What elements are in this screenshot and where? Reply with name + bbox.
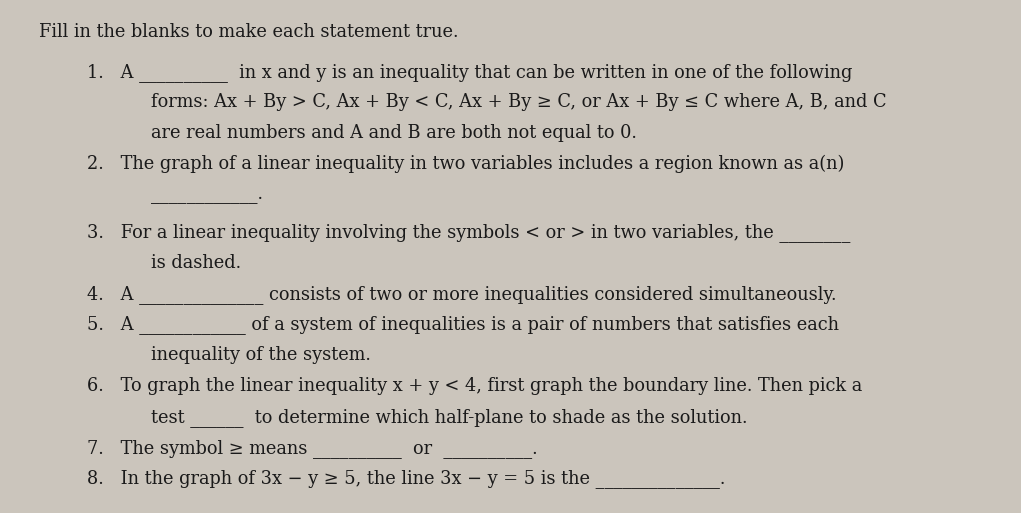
Text: 8.   In the graph of 3x − y ≥ 5, the line 3x − y = 5 is the ______________.: 8. In the graph of 3x − y ≥ 5, the line … — [87, 469, 725, 488]
Text: are real numbers and A and B are both not equal to 0.: are real numbers and A and B are both no… — [151, 124, 637, 142]
Text: is dashed.: is dashed. — [151, 254, 241, 272]
Text: ____________.: ____________. — [151, 186, 263, 204]
Text: 5.   A ____________ of a system of inequalities is a pair of numbers that satisf: 5. A ____________ of a system of inequal… — [87, 315, 839, 334]
Text: 6.   To graph the linear inequality x + y < 4, first graph the boundary line. Th: 6. To graph the linear inequality x + y … — [87, 377, 862, 395]
Text: test ______  to determine which half-plane to shade as the solution.: test ______ to determine which half-plan… — [151, 408, 747, 427]
Text: 2.   The graph of a linear inequality in two variables includes a region known a: 2. The graph of a linear inequality in t… — [87, 155, 844, 173]
Text: 4.   A ______________ consists of two or more inequalities considered simultaneo: 4. A ______________ consists of two or m… — [87, 285, 836, 304]
Text: 3.   For a linear inequality involving the symbols < or > in two variables, the : 3. For a linear inequality involving the… — [87, 223, 850, 242]
Text: 1.   A __________  in x and y is an inequality that can be written in one of the: 1. A __________ in x and y is an inequal… — [87, 63, 853, 82]
Text: inequality of the system.: inequality of the system. — [151, 346, 371, 364]
Text: 7.   The symbol ≥ means __________  or  __________.: 7. The symbol ≥ means __________ or ____… — [87, 439, 537, 458]
Text: forms: Ax + By > C, Ax + By < C, Ax + By ≥ C, or Ax + By ≤ C where A, B, and C: forms: Ax + By > C, Ax + By < C, Ax + By… — [151, 93, 886, 111]
Text: Fill in the blanks to make each statement true.: Fill in the blanks to make each statemen… — [39, 23, 458, 41]
